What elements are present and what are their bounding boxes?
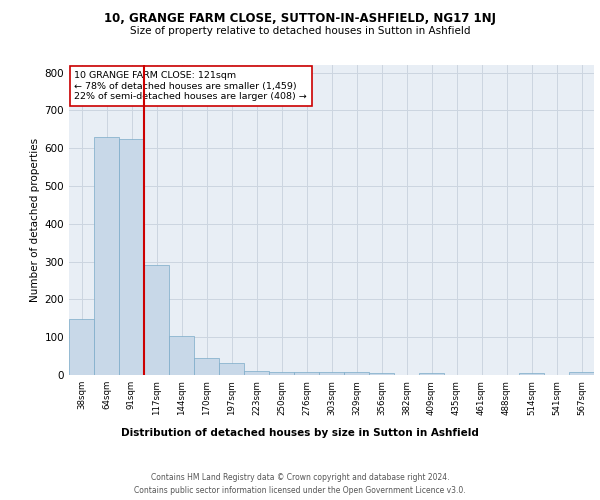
Text: Size of property relative to detached houses in Sutton in Ashfield: Size of property relative to detached ho… (130, 26, 470, 36)
Text: Contains HM Land Registry data © Crown copyright and database right 2024.: Contains HM Land Registry data © Crown c… (151, 472, 449, 482)
Bar (344, 372, 369, 375)
Bar (144, 266, 169, 375)
Text: 10 GRANGE FARM CLOSE: 121sqm
← 78% of detached houses are smaller (1,459)
22% of: 10 GRANGE FARM CLOSE: 121sqm ← 78% of de… (74, 71, 307, 101)
Bar (219, 364, 244, 375)
Bar (319, 372, 344, 375)
Bar (194, 358, 219, 375)
Bar (94, 137, 119, 375)
Bar (169, 336, 194, 375)
Text: Contains public sector information licensed under the Open Government Licence v3: Contains public sector information licen… (134, 486, 466, 495)
Bar (419, 373, 444, 375)
Text: Distribution of detached houses by size in Sutton in Ashfield: Distribution of detached houses by size … (121, 428, 479, 438)
Bar (244, 371, 269, 375)
Y-axis label: Number of detached properties: Number of detached properties (31, 138, 40, 302)
Bar (294, 372, 319, 375)
Bar (519, 373, 544, 375)
Bar (119, 140, 144, 375)
Text: 10, GRANGE FARM CLOSE, SUTTON-IN-ASHFIELD, NG17 1NJ: 10, GRANGE FARM CLOSE, SUTTON-IN-ASHFIEL… (104, 12, 496, 25)
Bar (69, 319, 94, 375)
Bar (269, 372, 294, 375)
Bar (569, 372, 594, 375)
Bar (369, 372, 394, 375)
